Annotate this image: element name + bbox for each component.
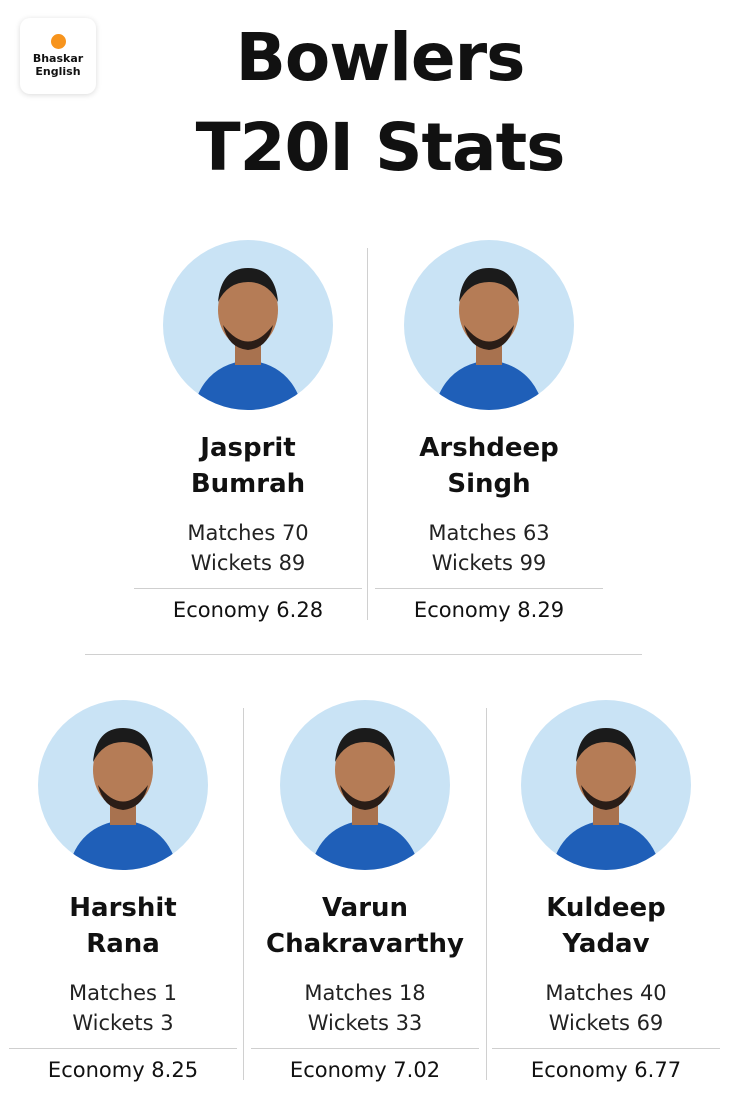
economy-stat: Economy 6.28 xyxy=(172,598,324,622)
player-photo xyxy=(521,700,691,870)
player-name-first: Varun xyxy=(321,893,409,923)
player-photo xyxy=(404,240,574,410)
player-name-first: Harshit xyxy=(69,893,177,923)
logo-dot xyxy=(50,34,66,49)
player-card: Arshdeep Singh Matches 63 Wickets 99 Eco… xyxy=(369,240,609,625)
divider-horizontal xyxy=(85,654,642,655)
player-name-last: Rana xyxy=(86,929,160,959)
page-title-line1: Bowlers xyxy=(235,19,526,96)
player-name-first: Jasprit xyxy=(200,433,296,463)
stat-separator xyxy=(9,1048,237,1049)
divider-vertical xyxy=(243,708,244,1080)
wickets-stat: Wickets 89 xyxy=(190,551,306,575)
page-title-line2: T20I Stats xyxy=(195,109,566,186)
matches-stat: Matches 70 xyxy=(187,521,309,545)
brand-logo: Bhaskar English xyxy=(20,18,96,94)
stat-separator xyxy=(134,588,362,589)
player-card: Harshit Rana Matches 1 Wickets 3 Economy… xyxy=(3,700,243,1085)
matches-stat: Matches 18 xyxy=(304,981,426,1005)
player-name-first: Arshdeep xyxy=(419,433,559,463)
player-card: Jasprit Bumrah Matches 70 Wickets 89 Eco… xyxy=(128,240,368,625)
stat-separator xyxy=(251,1048,479,1049)
stat-separator xyxy=(492,1048,720,1049)
player-name-first: Kuldeep xyxy=(546,893,666,923)
logo-text-line1: Bhaskar xyxy=(32,52,84,65)
economy-stat: Economy 6.77 xyxy=(530,1058,682,1082)
player-name-last: Yadav xyxy=(562,929,650,959)
player-photo xyxy=(163,240,333,410)
logo-text-line2: English xyxy=(35,65,81,78)
player-name-last: Singh xyxy=(447,469,531,499)
player-card: Varun Chakravarthy Matches 18 Wickets 33… xyxy=(245,700,485,1085)
matches-stat: Matches 40 xyxy=(545,981,667,1005)
wickets-stat: Wickets 99 xyxy=(431,551,547,575)
divider-vertical xyxy=(367,248,368,620)
stat-separator xyxy=(375,588,603,589)
divider-vertical xyxy=(486,708,487,1080)
player-name-last: Chakravarthy xyxy=(266,929,464,959)
player-name-last: Bumrah xyxy=(190,469,306,499)
matches-stat: Matches 63 xyxy=(428,521,550,545)
wickets-stat: Wickets 3 xyxy=(72,1011,174,1035)
wickets-stat: Wickets 69 xyxy=(548,1011,664,1035)
player-photo xyxy=(280,700,450,870)
economy-stat: Economy 7.02 xyxy=(289,1058,441,1082)
matches-stat: Matches 1 xyxy=(69,981,177,1005)
economy-stat: Economy 8.25 xyxy=(47,1058,199,1082)
player-card: Kuldeep Yadav Matches 40 Wickets 69 Econ… xyxy=(486,700,726,1085)
economy-stat: Economy 8.29 xyxy=(413,598,565,622)
wickets-stat: Wickets 33 xyxy=(307,1011,423,1035)
player-photo xyxy=(38,700,208,870)
